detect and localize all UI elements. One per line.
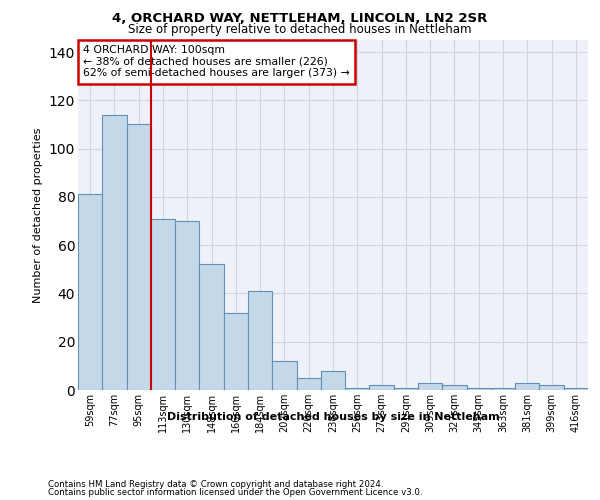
Bar [491,388,515,390]
Bar [78,194,102,390]
Bar [199,264,224,390]
Bar [248,291,272,390]
Bar [442,385,467,390]
Bar [272,361,296,390]
Bar [321,370,345,390]
Text: Distribution of detached houses by size in Nettleham: Distribution of detached houses by size … [167,412,499,422]
Bar [175,221,199,390]
Bar [370,385,394,390]
Bar [418,383,442,390]
Text: 4, ORCHARD WAY, NETTLEHAM, LINCOLN, LN2 2SR: 4, ORCHARD WAY, NETTLEHAM, LINCOLN, LN2 … [112,12,488,26]
Bar [467,388,491,390]
Bar [151,218,175,390]
Bar [102,115,127,390]
Text: Contains public sector information licensed under the Open Government Licence v3: Contains public sector information licen… [48,488,422,497]
Text: Size of property relative to detached houses in Nettleham: Size of property relative to detached ho… [128,22,472,36]
Bar [564,388,588,390]
Bar [127,124,151,390]
Y-axis label: Number of detached properties: Number of detached properties [33,128,43,302]
Bar [539,385,564,390]
Bar [224,313,248,390]
Text: Contains HM Land Registry data © Crown copyright and database right 2024.: Contains HM Land Registry data © Crown c… [48,480,383,489]
Bar [515,383,539,390]
Bar [394,388,418,390]
Bar [296,378,321,390]
Bar [345,388,370,390]
Text: 4 ORCHARD WAY: 100sqm
← 38% of detached houses are smaller (226)
62% of semi-det: 4 ORCHARD WAY: 100sqm ← 38% of detached … [83,46,350,78]
